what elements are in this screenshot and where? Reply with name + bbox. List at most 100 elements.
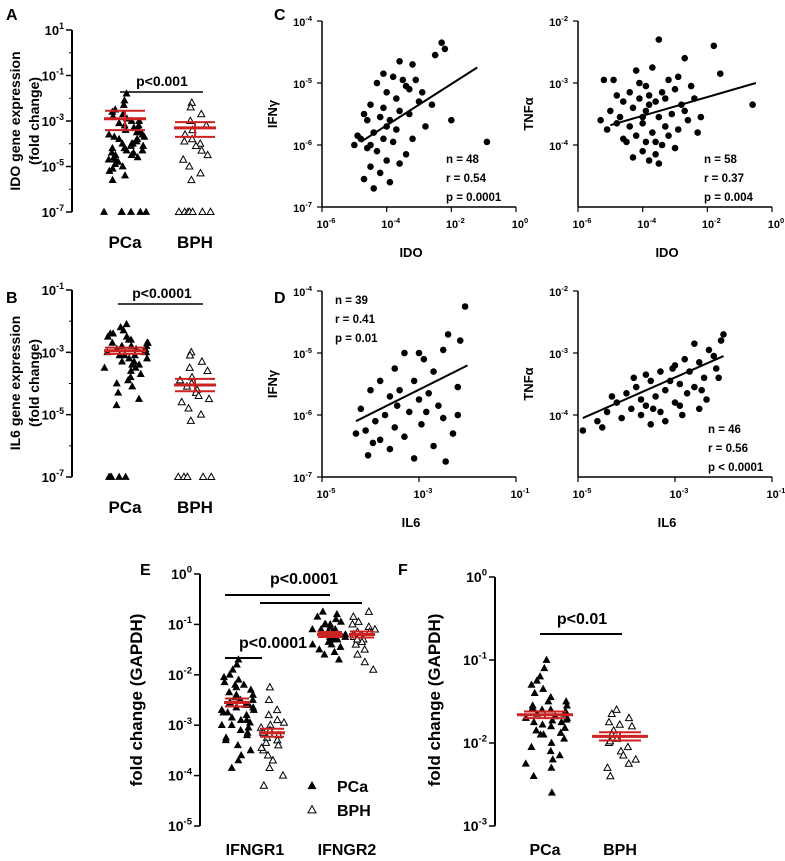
B-point [112,379,121,387]
C2-y-tick-label: 10-3 [549,76,568,91]
F-y-tick-label: 100 [466,568,487,585]
A-y-label: (fold change) [26,77,42,165]
D2-y-tick-label: 10-4 [549,408,569,423]
E-point [243,730,252,739]
A-y-label: IDO gene expression [7,51,23,190]
E-point [341,630,350,638]
E-point [313,612,322,620]
F-point [624,758,634,767]
A-point [206,207,215,216]
D1-point [391,424,399,431]
C2-point [613,92,621,99]
D1-point [393,402,401,410]
A-point [196,168,205,177]
A-point [187,175,196,184]
D2-y-label: TNFα [521,367,536,400]
C1-x-tick-label: 100 [512,216,528,231]
D2-point [681,355,688,363]
D2-point [647,421,655,428]
A-point [127,150,136,158]
C1-point [373,79,381,87]
A-y-tick-label: 10-5 [42,158,64,175]
E-point [227,720,236,729]
F-point [529,717,538,726]
C2-point [658,89,666,96]
B-point [197,356,207,365]
F-x-tick-label: PCa [529,842,560,859]
D2-x-label: IL6 [658,515,677,530]
A-point [196,109,206,118]
B-point [121,472,130,480]
D1-y-tick-label: 10-6 [293,408,312,423]
A-point [132,127,141,136]
D2-point [700,374,708,382]
B-y-tick-label: 10-3 [42,343,64,360]
D2-fit-line [582,355,724,420]
C1-point [393,95,400,102]
D1-point [352,430,360,437]
A-point [117,207,126,215]
C2-point [665,76,672,84]
E-point [227,713,236,721]
D2-point [632,383,640,391]
D2-y-tick-label: 10-2 [549,284,568,299]
C2-x-tick-label: 100 [768,216,784,231]
E-point [237,751,246,759]
D1-y-tick-label: 10-7 [293,470,312,485]
E-point [268,755,278,764]
F-point [548,755,557,763]
D2-point [623,390,630,397]
D1-point [386,445,394,453]
D2-point [715,374,722,382]
E-point [334,655,343,663]
E-point [233,740,242,749]
F-point [542,655,551,663]
C2-stat: p = 0.004 [704,192,754,204]
C2-point [645,92,653,99]
C1-point [351,141,358,149]
D1-point [401,433,408,441]
E-point [315,645,324,653]
D2-point [691,340,698,348]
D1-point [444,331,452,338]
C2-point [652,151,659,158]
D1-point [364,452,372,459]
C1-point [360,110,368,118]
D1-point [454,383,462,391]
C1-point [402,151,410,158]
C2-stat: r = 0.37 [704,173,744,185]
D2-point [669,365,676,372]
F-y-tick-label: 10-1 [463,651,488,668]
D1-y-tick-label: 10-5 [293,346,312,361]
C2-point [668,110,676,118]
A-point [126,141,136,149]
C2-point [652,98,659,105]
B-point [128,382,137,390]
A-point [118,162,127,170]
D2-y-tick-label: 10-3 [549,346,568,361]
E-point [239,680,248,688]
C2-point [671,144,679,152]
E-point [279,717,289,726]
E-point [261,738,271,746]
A-point [140,132,149,140]
F-x-tick-label: BPH [603,842,637,859]
D1-point [415,349,423,357]
A-point [138,146,147,154]
D1-point [396,386,403,394]
B-y-tick-label: 10-5 [42,406,64,423]
C1-point [483,138,491,146]
C1-x-tick-label: 10-2 [446,216,465,231]
F-y-label: fold change (GAPDH) [425,614,444,787]
D2-point [642,371,650,379]
E-y-tick-label: 100 [171,565,192,582]
C1-stat: r = 0.54 [446,173,487,185]
C2-point [632,67,640,74]
C2-x-tick-label: 10-6 [573,216,592,231]
F-point [548,716,557,724]
C1-y-label: IFNγ [265,99,280,128]
C1-point [383,89,390,96]
C2-point [639,147,646,155]
E-legend-marker [307,781,317,790]
B-point [177,397,187,406]
